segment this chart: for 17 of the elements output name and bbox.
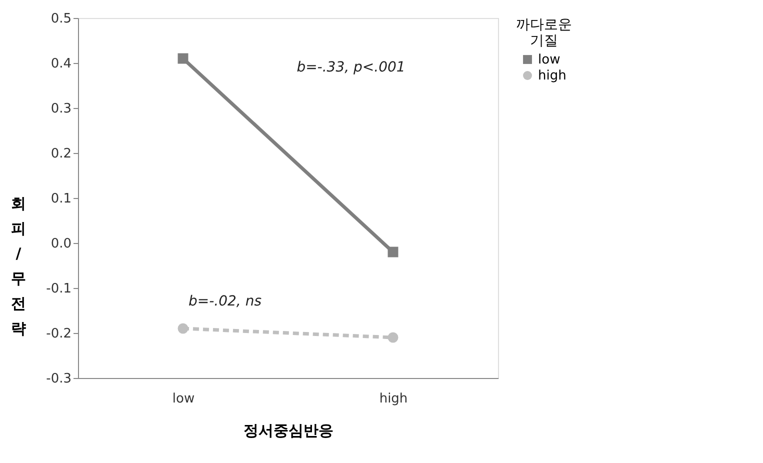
y-tick-label: 0.1 (50, 192, 72, 206)
annotation: b=-.02, ns (188, 294, 262, 310)
y-axis-title: 회피/무전략 (11, 194, 26, 338)
y-tick-label: 0.3 (50, 102, 72, 116)
y-tick-label: -0.2 (46, 326, 72, 342)
y-tick-label: 0.0 (50, 236, 72, 252)
legend-label: high (538, 68, 566, 84)
legend-title: 까다로운 기질 (516, 17, 572, 49)
legend-label: low (538, 52, 561, 68)
annotation: b=-.33, p<.001 (296, 60, 406, 76)
y-tick-label: -0.3 (46, 372, 72, 386)
x-axis-title: 정서중심반응 (244, 422, 334, 440)
y-tick-label: 0.5 (50, 12, 72, 26)
y-tick-label: 0.4 (50, 56, 72, 72)
point (388, 332, 398, 343)
y-tick-label: 0.2 (50, 146, 72, 162)
y-tick-label: -0.1 (46, 282, 72, 296)
